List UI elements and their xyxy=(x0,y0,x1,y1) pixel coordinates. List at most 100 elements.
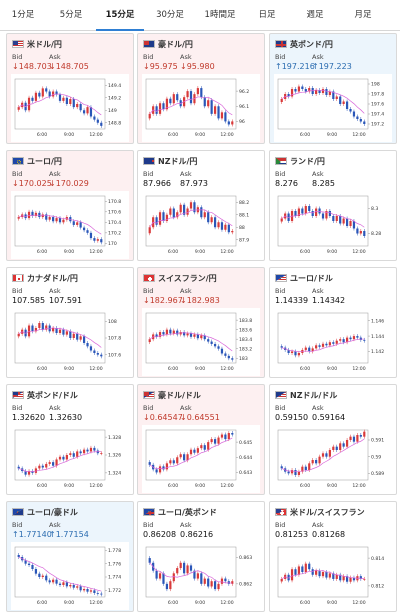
tab-0[interactable]: 1分足 xyxy=(11,10,35,20)
currency-pair-name[interactable]: 豪ドル/円 xyxy=(158,39,193,49)
candle xyxy=(72,221,75,225)
bid-label: Bid xyxy=(12,170,23,178)
candle xyxy=(82,227,86,231)
price-chart[interactable]: 108 107.8 107.6 6:00 9:00 12:00 xyxy=(11,308,129,376)
rate-card[interactable]: ユーロ/円 Bid Ask ↓170.025 ↓170.029 170.8 170.6 170… xyxy=(6,150,134,261)
rate-card[interactable]: スイスフラン/円 Bid Ask ↓182.967 ↓182.983 183.8 183.6… xyxy=(137,267,265,378)
candle xyxy=(207,100,210,107)
candle xyxy=(52,91,55,97)
tab-1[interactable]: 5分足 xyxy=(59,10,83,20)
ask-label: Ask xyxy=(49,521,61,529)
currency-pair-name[interactable]: 米ドル/スイスフラン xyxy=(290,507,365,517)
tab-2[interactable]: 15分足 xyxy=(96,0,144,31)
candle xyxy=(72,333,75,338)
price-chart[interactable]: 0.591 0.59 0.589 6:00 9:00 12:00 xyxy=(274,425,392,493)
rate-card[interactable]: ユーロ/ドル Bid Ask 1.14339 1.14342 1.146 1.144 1.14… xyxy=(269,267,397,378)
currency-pair-name[interactable]: ユーロ/ドル xyxy=(290,273,333,283)
y-tick-label: 0.645 xyxy=(239,440,252,446)
tab-7[interactable]: 月足 xyxy=(354,10,372,20)
currency-pair-name[interactable]: 豪ドル/ドル xyxy=(158,390,201,400)
currency-pair-name[interactable]: 米ドル/円 xyxy=(27,39,62,49)
x-tick-label: 9:00 xyxy=(195,132,205,138)
candle xyxy=(207,442,210,450)
price-chart[interactable]: 1.328 1.326 1.324 6:00 9:00 12:00 xyxy=(11,425,129,493)
chart-svg: 1.778 1.776 1.774 1.772 6:00 9:00 12:00 xyxy=(14,546,121,606)
candle xyxy=(165,583,169,590)
currency-pair-name[interactable]: NZドル/円 xyxy=(158,156,198,166)
currency-pair-name[interactable]: NZドル/ドル xyxy=(290,390,338,400)
candle xyxy=(172,208,175,218)
rate-card[interactable]: 米ドル/円 Bid Ask ↓148.703 ↓148.705 149.4 149.2 149… xyxy=(6,33,134,144)
rate-card[interactable]: NZドル/ドル Bid Ask 0.59150 0.59164 0.591 0.59 0.58… xyxy=(269,384,397,495)
y-tick-label: 0.643 xyxy=(239,470,252,476)
x-tick-label: 6:00 xyxy=(300,366,310,372)
candle xyxy=(52,328,55,332)
candle xyxy=(189,91,193,104)
currency-pair-name[interactable]: ランド/円 xyxy=(290,156,325,166)
price-chart[interactable]: 0.645 0.644 0.643 6:00 9:00 12:00 xyxy=(142,425,260,493)
rate-card[interactable]: ユーロ/豪ドル Bid Ask ↑1.77140 ↑1.77154 1.778 1.776 1… xyxy=(6,501,134,612)
rate-card[interactable]: 米ドル/スイスフラン Bid Ask 0.81253 0.81268 0.814 0.812… xyxy=(269,501,397,612)
rate-card[interactable]: 英ポンド/円 Bid Ask ↑197.216 ↑197.223 198 197.8 197.… xyxy=(269,33,397,144)
price-chart[interactable]: 149.4 149.2 149 148.8 6:00 9:00 12:00 xyxy=(11,74,129,142)
rate-card[interactable]: 英ポンド/ドル Bid Ask 1.32620 1.32630 1.328 1.326 1.3… xyxy=(6,384,134,495)
candle xyxy=(328,91,331,95)
candle xyxy=(186,565,189,574)
currency-pair-name[interactable]: ユーロ/円 xyxy=(27,156,62,166)
rate-card[interactable]: NZドル/円 Bid Ask 87.966 87.973 88.2 88.1 88 87.9 6:… xyxy=(137,150,265,261)
tab-3[interactable]: 30分足 xyxy=(156,10,184,20)
candle xyxy=(172,573,175,582)
currency-pair-name[interactable]: 英ポンド/円 xyxy=(290,39,333,49)
rate-card[interactable]: 豪ドル/円 Bid Ask ↓95.975 ↓95.980 96.2 96.1 96 6:00 9… xyxy=(137,33,265,144)
price-chart[interactable]: 183.8 183.6 183.4 183.2 183 6:00 9:00 12:00 xyxy=(142,308,260,376)
x-tick-label: 6:00 xyxy=(168,366,178,372)
ask-value: 8.285 xyxy=(312,179,335,188)
candle xyxy=(325,453,328,457)
candle xyxy=(169,460,172,464)
price-chart[interactable]: 96.2 96.1 96 6:00 9:00 12:00 xyxy=(142,74,260,142)
price-chart[interactable]: 198 197.8 197.6 197.4 197.2 6:00 9:00 12:00 xyxy=(274,74,392,142)
tab-4[interactable]: 1時間足 xyxy=(204,10,236,20)
x-tick-label: 9:00 xyxy=(195,366,205,372)
price-chart[interactable]: 1.146 1.144 1.142 6:00 9:00 12:00 xyxy=(274,308,392,376)
tab-5[interactable]: 日足 xyxy=(258,10,276,20)
y-tick-label: 1.772 xyxy=(108,588,121,594)
candle xyxy=(89,346,93,351)
price-chart[interactable]: 1.778 1.776 1.774 1.772 6:00 9:00 12:00 xyxy=(11,542,129,610)
price-chart[interactable]: 88.2 88.1 88 87.9 6:00 9:00 12:00 xyxy=(142,191,260,259)
currency-pair-name[interactable]: スイスフラン/円 xyxy=(158,273,217,283)
tab-6[interactable]: 週足 xyxy=(306,10,324,20)
candle xyxy=(179,204,182,213)
rate-card[interactable]: カナダドル/円 Bid Ask 107.585 107.591 108 107.8 107.6… xyxy=(6,267,134,378)
currency-pair-name[interactable]: ユーロ/英ポンド xyxy=(158,507,217,517)
card-header: ユーロ/円 xyxy=(12,155,62,167)
candle xyxy=(345,440,349,447)
candle xyxy=(328,450,331,457)
moving-average-line xyxy=(149,96,233,116)
y-tick-label: 183.6 xyxy=(239,327,252,333)
price-chart[interactable]: 8.3 8.28 6:00 9:00 12:00 xyxy=(274,191,392,259)
y-tick-label: 87.9 xyxy=(239,237,249,243)
bid-label: Bid xyxy=(275,521,286,529)
rate-card[interactable]: ランド/円 Bid Ask 8.276 8.285 8.3 8.28 6:00 9:00 12:0… xyxy=(269,150,397,261)
card-header: 英ポンド/円 xyxy=(275,38,333,50)
currency-pair-name[interactable]: カナダドル/円 xyxy=(27,273,78,283)
candle xyxy=(79,336,82,340)
currency-pair-name[interactable]: ユーロ/豪ドル xyxy=(27,507,78,517)
candle xyxy=(189,449,193,455)
price-chart[interactable]: 0.814 0.812 6:00 9:00 12:00 xyxy=(274,542,392,610)
candle xyxy=(308,463,311,470)
candle xyxy=(231,358,234,360)
candle xyxy=(359,119,362,122)
y-tick-label: 1.774 xyxy=(108,575,121,581)
currency-pair-name[interactable]: 英ポンド/ドル xyxy=(27,390,78,400)
rate-card[interactable]: ユーロ/英ポンド Bid Ask 0.86208 0.86216 0.863 0.862 6:… xyxy=(137,501,265,612)
price-chart[interactable]: 0.863 0.862 6:00 9:00 12:00 xyxy=(142,542,260,610)
price-chart[interactable]: 170.8 170.6 170.4 170.2 170 6:00 9:00 12:00 xyxy=(11,191,129,259)
rate-card[interactable]: 豪ドル/ドル Bid Ask ↓0.64547 ↓0.64551 0.645 0.644 0.… xyxy=(137,384,265,495)
candle xyxy=(318,345,321,347)
candle xyxy=(203,335,206,340)
candle xyxy=(356,336,359,338)
chart-svg: 0.863 0.862 6:00 9:00 12:00 xyxy=(145,546,252,606)
ask-label: Ask xyxy=(312,404,324,412)
